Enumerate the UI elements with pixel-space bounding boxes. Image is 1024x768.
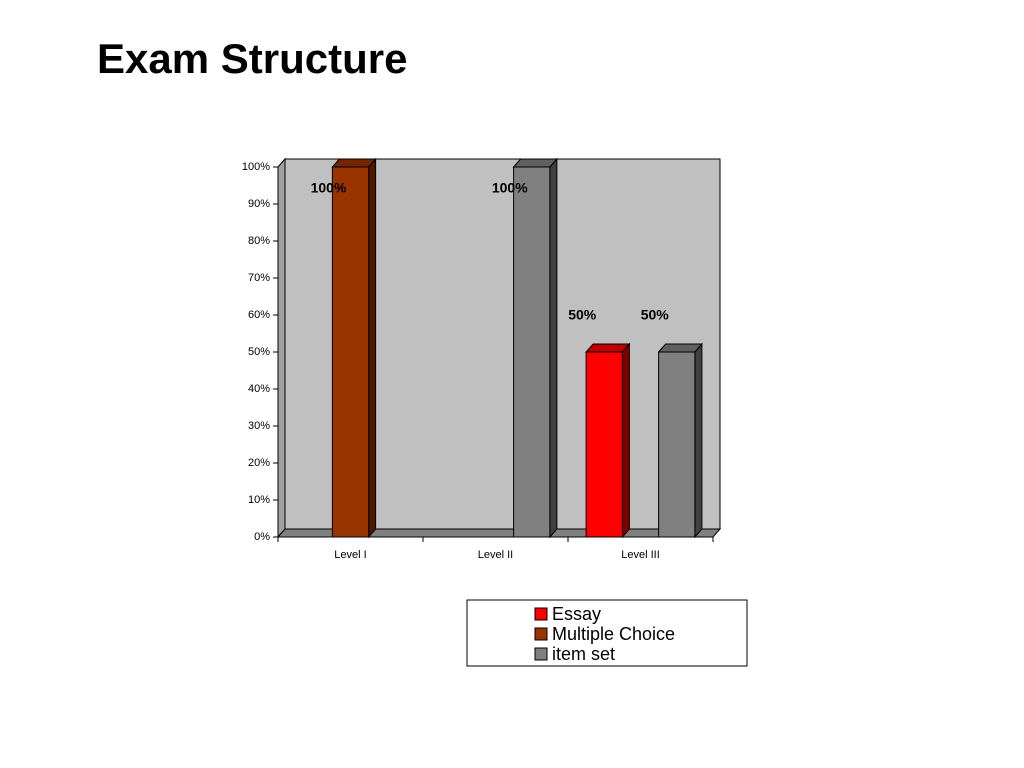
slide-title: Exam Structure [97,35,407,82]
data-label: 100% [492,180,528,196]
bar [658,351,696,538]
bar-side [621,342,630,539]
y-tick-label: 80% [248,235,270,247]
legend-swatch [534,627,548,641]
legend-box [466,599,748,667]
legend-swatch [534,647,548,661]
data-label: 50% [568,307,597,323]
x-tick-label: Level III [621,549,660,561]
bar-side [694,342,703,539]
bar [331,166,370,538]
legend-label: item set [552,644,615,664]
legend-label: Essay [552,604,601,624]
legend-swatch [534,607,548,621]
y-tick-label: 0% [254,531,270,543]
y-tick-label: 50% [248,346,270,358]
y-tick-label: 20% [248,457,270,469]
bar-top [585,343,631,353]
y-tick-label: 70% [248,272,270,284]
legend-label: Multiple Choice [552,624,675,644]
data-label: 50% [641,307,670,323]
bar-side [549,157,558,539]
bar-top [331,158,377,168]
y-tick-label: 40% [248,383,270,395]
bar [585,351,623,538]
y-tick-label: 90% [248,198,270,210]
x-tick-label: Level I [334,549,366,561]
bar-side [368,157,377,539]
y-tick-label: 60% [248,309,270,321]
y-tick-label: 30% [248,420,270,432]
y-tick-label: 10% [248,494,270,506]
data-label: 100% [311,180,347,196]
x-tick-label: Level II [478,549,513,561]
bar-top [657,343,703,353]
bar-top [512,158,558,168]
y-tick-label: 100% [242,161,270,173]
bar [513,166,551,538]
side-wall [277,157,286,539]
